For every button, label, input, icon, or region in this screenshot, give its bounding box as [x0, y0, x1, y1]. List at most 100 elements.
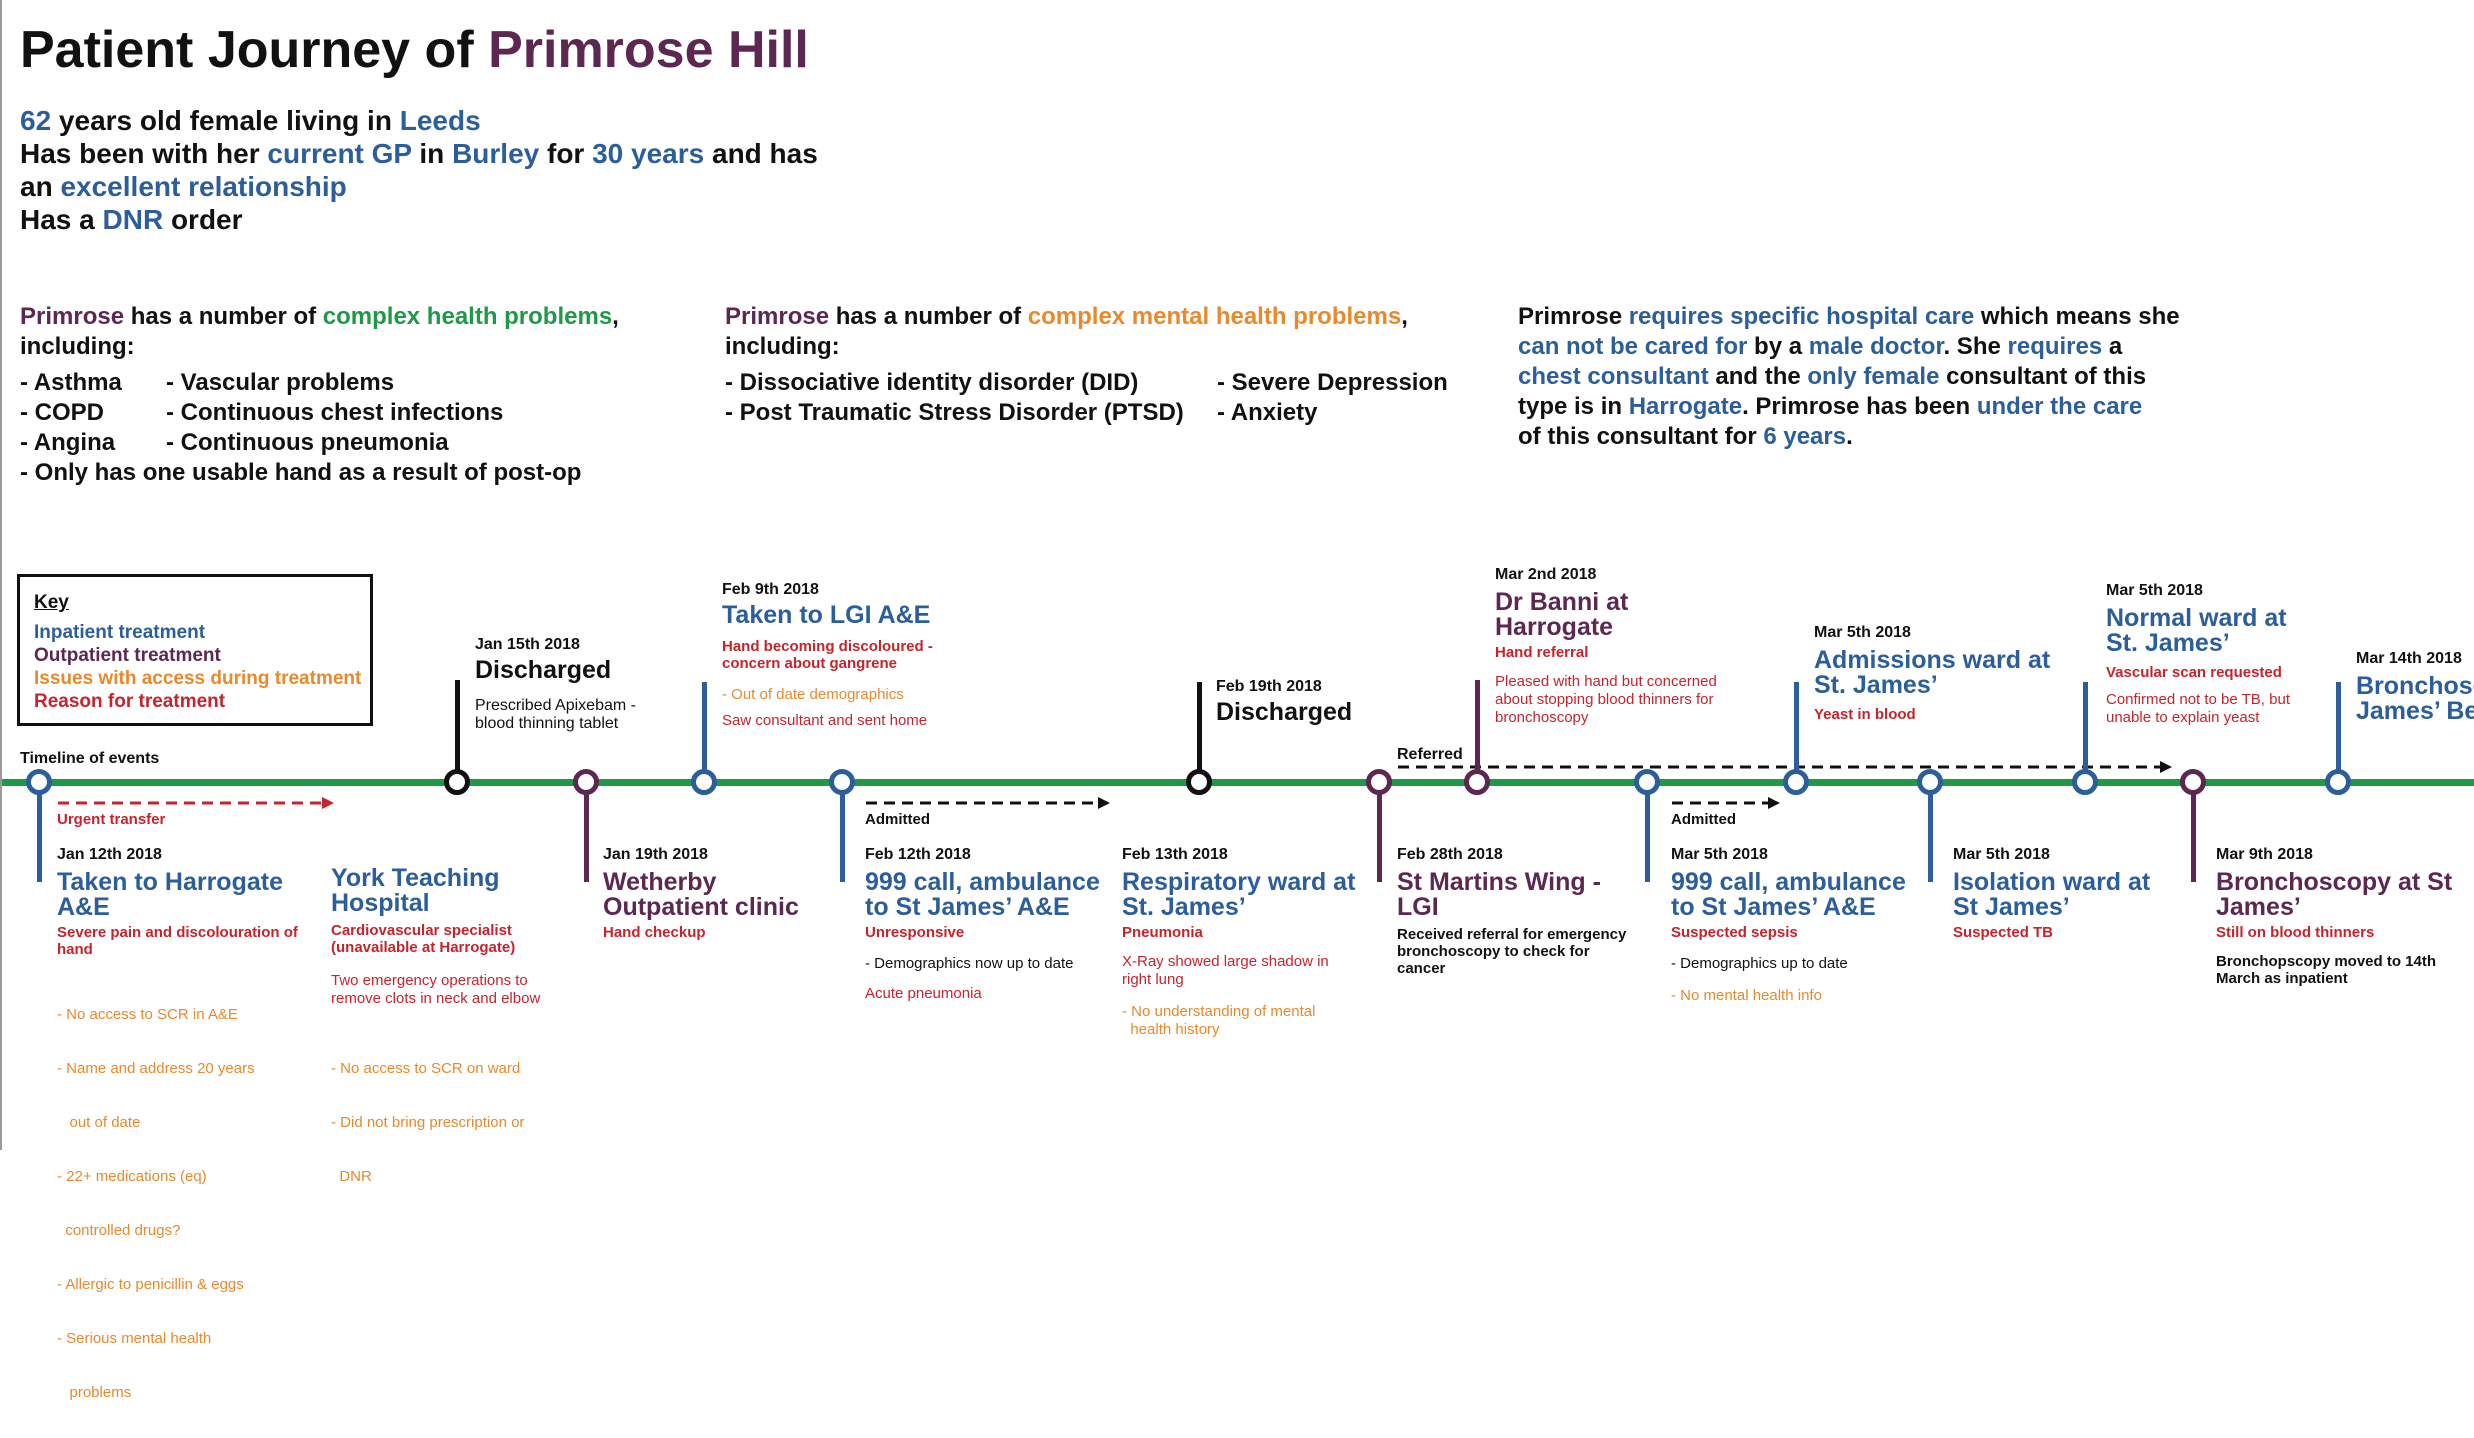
stem-e13: [1928, 782, 1933, 882]
care-line-1: Primrose requires specific hospital care…: [1518, 302, 2218, 332]
care-h5: requires: [2007, 333, 2103, 360]
event-title: Discharged: [1216, 698, 1353, 726]
event-note: Received referral for emergency: [1397, 926, 1627, 943]
node-e15[interactable]: [2180, 769, 2206, 795]
relationship: excellent relationship: [60, 171, 347, 202]
node-e4[interactable]: [573, 769, 599, 795]
stem-e16: [2336, 682, 2341, 782]
event-issues: - No access to SCR in A&E - Name and add…: [57, 970, 317, 1438]
event-date: Mar 5th 2018: [1953, 846, 2050, 863]
event-reason: Cardiovascular specialist: [331, 922, 512, 939]
event-title: A&E: [57, 893, 110, 921]
stem-e4: [584, 782, 589, 882]
key-outpatient: Outpatient treatment: [34, 645, 221, 666]
key-title: Key: [34, 592, 69, 613]
legend-key: Key Inpatient treatment Outpatient treat…: [17, 574, 373, 726]
node-e10[interactable]: [1464, 769, 1490, 795]
event-title: St. James’: [2106, 629, 2230, 657]
node-e8[interactable]: [1186, 769, 1212, 795]
mental-including: including:: [725, 333, 840, 360]
event-title: St James’: [1953, 893, 2070, 921]
event-reason: right lung: [1122, 971, 1184, 988]
event-title: St. James’: [1122, 893, 1246, 921]
care-t6: a: [2102, 333, 2123, 360]
title-prefix: Patient Journey of: [20, 21, 489, 79]
event-e10: Mar 2nd 2018 Dr Banni at Harrogate Hand …: [1495, 566, 1755, 727]
list-item: - Only has one usable hand as a result o…: [20, 459, 582, 486]
node-e16[interactable]: [2325, 769, 2351, 795]
urgent-transfer-label: Urgent transfer: [57, 811, 166, 828]
event-title: Outpatient clinic: [603, 893, 799, 921]
event-note: Saw consultant and sent home: [722, 712, 928, 729]
mental-problems: Primrose has a number of complex mental …: [725, 302, 1485, 428]
health-list: - Asthma - COPD - Angina - Vascular prob…: [20, 368, 700, 458]
node-e11[interactable]: [1634, 769, 1660, 795]
list-item: - Angina: [20, 429, 116, 456]
event-e8: Feb 19th 2018 Discharged: [1216, 678, 1416, 725]
care-t12: .: [1846, 423, 1853, 450]
event-e12: Mar 5th 2018 Admissions ward at St. Jame…: [1814, 624, 2054, 723]
stem-e12: [1794, 682, 1799, 782]
node-e14[interactable]: [2072, 769, 2098, 795]
care-t9: type is in: [1518, 393, 1629, 420]
node-e1[interactable]: [26, 769, 52, 795]
issue-line: controlled drugs?: [57, 1222, 181, 1239]
intro-line-2: Has been with her current GP in Burley f…: [20, 137, 818, 170]
issue-line: problems: [57, 1384, 132, 1401]
event-date: Mar 9th 2018: [2216, 846, 2313, 863]
event-reason: Hand checkup: [603, 924, 706, 941]
node-e5[interactable]: [691, 769, 717, 795]
issue-line: - 22+ medications (eq): [57, 1168, 207, 1185]
care-t8: consultant of this: [1939, 363, 2147, 390]
event-reason: Unresponsive: [865, 924, 965, 941]
key-reason: Reason for treatment: [34, 691, 226, 712]
gp-years: 30 years: [592, 138, 705, 169]
event-date: Jan 12th 2018: [57, 846, 162, 863]
event-e15: Mar 9th 2018 Bronchoscopy at St James’ S…: [2216, 846, 2456, 987]
event-date: Mar 14th 2018: [2356, 650, 2462, 667]
event-date: Feb 28th 2018: [1397, 846, 1503, 863]
timeline-label: Timeline of events: [20, 750, 160, 767]
health-highlight: complex health problems: [322, 303, 613, 330]
node-e3[interactable]: [444, 769, 470, 795]
care-h3: cared for: [1644, 333, 1748, 360]
event-e16: Mar 14th 2018 Bronchosc James’ Be: [2356, 650, 2474, 724]
event-title: Wetherby: [603, 868, 717, 896]
event-note: March as inpatient: [2216, 970, 2348, 987]
health-heading: Primrose has a number of complex health …: [20, 302, 700, 332]
event-title: St. James’: [1814, 671, 1938, 699]
rel-prefix: an: [20, 171, 61, 202]
care-h6: chest consultant: [1518, 363, 1709, 390]
node-e6[interactable]: [829, 769, 855, 795]
node-e9[interactable]: [1366, 769, 1392, 795]
node-e12[interactable]: [1783, 769, 1809, 795]
care-h11: 6 years: [1763, 423, 1847, 450]
care-requirements: Primrose requires specific hospital care…: [1518, 302, 2218, 452]
health-including: including:: [20, 333, 135, 360]
gp: current GP: [267, 138, 412, 169]
event-date: Feb 9th 2018: [722, 581, 819, 598]
age-text: years old female living in: [51, 105, 400, 136]
care-t2: which means she: [1974, 303, 2180, 330]
issue-line: DNR: [331, 1168, 372, 1185]
node-e13[interactable]: [1917, 769, 1943, 795]
event-note: Bronchopscopy moved to 14th: [2216, 953, 2437, 970]
key-issues: Issues with access during treatment: [34, 668, 362, 689]
event-title: Harrogate: [1495, 613, 1614, 641]
city: Leeds: [399, 105, 481, 136]
event-reason: Severe pain and discolouration of hand: [57, 924, 298, 958]
mental-highlight: complex mental health problems: [1027, 303, 1402, 330]
care-t4: by a: [1747, 333, 1809, 360]
list-item: - Post Traumatic Stress Disorder (PTSD): [725, 399, 1184, 426]
list-item: - Dissociative identity disorder (DID): [725, 369, 1139, 396]
event-e11: Mar 5th 2018 999 call, ambulance to St J…: [1671, 846, 1931, 1005]
stem-e14: [2083, 682, 2088, 782]
event-title: Bronchoscopy at St: [2216, 868, 2453, 896]
care-line-3: chest consultant and the only female con…: [1518, 362, 2218, 392]
event-note: remove clots in neck and elbow: [331, 990, 541, 1007]
event-e1: Jan 12th 2018 Taken to Harrogate A&E Sev…: [57, 846, 317, 1438]
care-line-5: of this consultant for 6 years.: [1518, 422, 2218, 452]
event-reason: Acute pneumonia: [865, 985, 982, 1002]
gp-and: and has: [704, 138, 818, 169]
event-e2: York Teaching Hospital Cardiovascular sp…: [331, 866, 591, 1222]
